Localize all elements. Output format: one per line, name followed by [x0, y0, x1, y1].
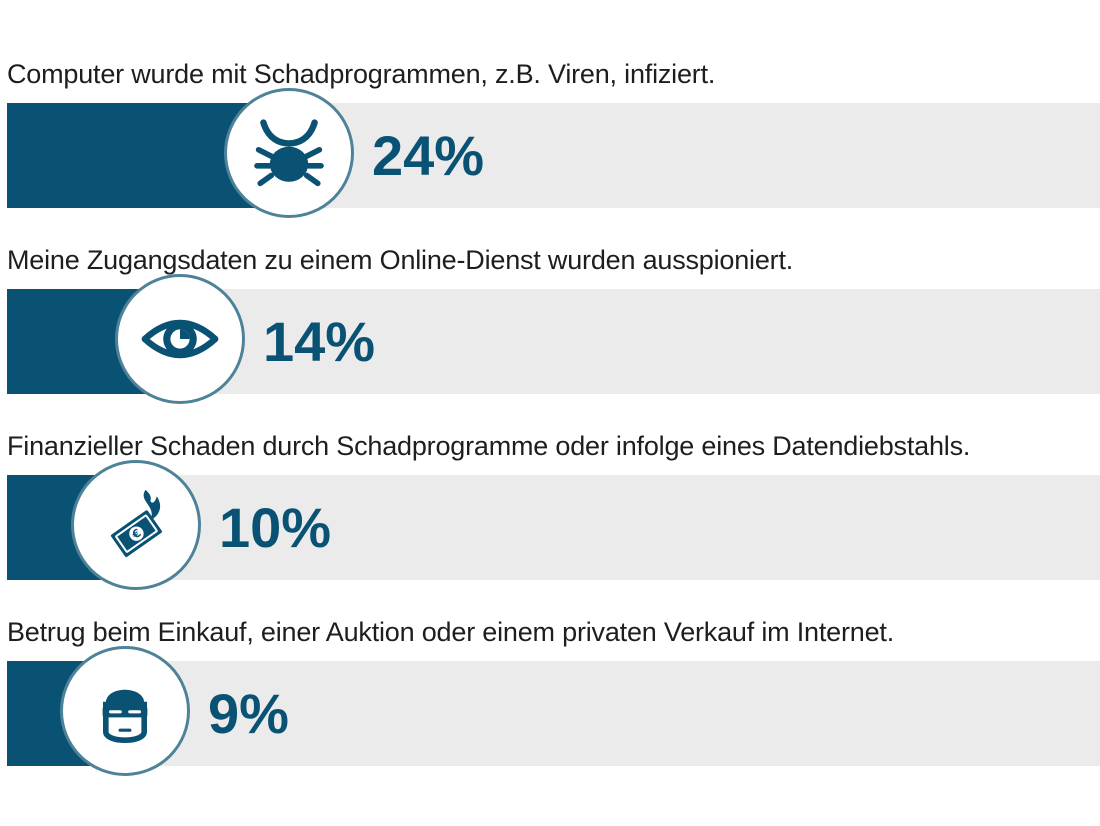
bar-track [7, 103, 1100, 208]
bar-row: Meine Zugangsdaten zu einem Online-Diens… [0, 240, 1100, 410]
burning-money-icon: € [71, 460, 201, 590]
value-label: 10% [219, 496, 332, 559]
category-label: Finanzieller Schaden durch Schadprogramm… [7, 431, 971, 461]
category-label: Meine Zugangsdaten zu einem Online-Diens… [7, 245, 794, 275]
bug-icon [224, 88, 354, 218]
masked-thief-icon [60, 646, 190, 776]
bar-row: Betrug beim Einkauf, einer Auktion oder … [0, 612, 1100, 782]
category-label: Betrug beim Einkauf, einer Auktion oder … [7, 617, 894, 647]
value-label: 9% [208, 682, 289, 745]
value-label: 14% [263, 310, 376, 373]
bar-row: Computer wurde mit Schadprogrammen, z.B.… [0, 54, 1100, 224]
eye-icon [115, 274, 245, 404]
bar-row: Finanzieller Schaden durch Schadprogramm… [0, 426, 1100, 596]
category-label: Computer wurde mit Schadprogrammen, z.B.… [7, 59, 716, 89]
value-label: 24% [372, 124, 485, 187]
